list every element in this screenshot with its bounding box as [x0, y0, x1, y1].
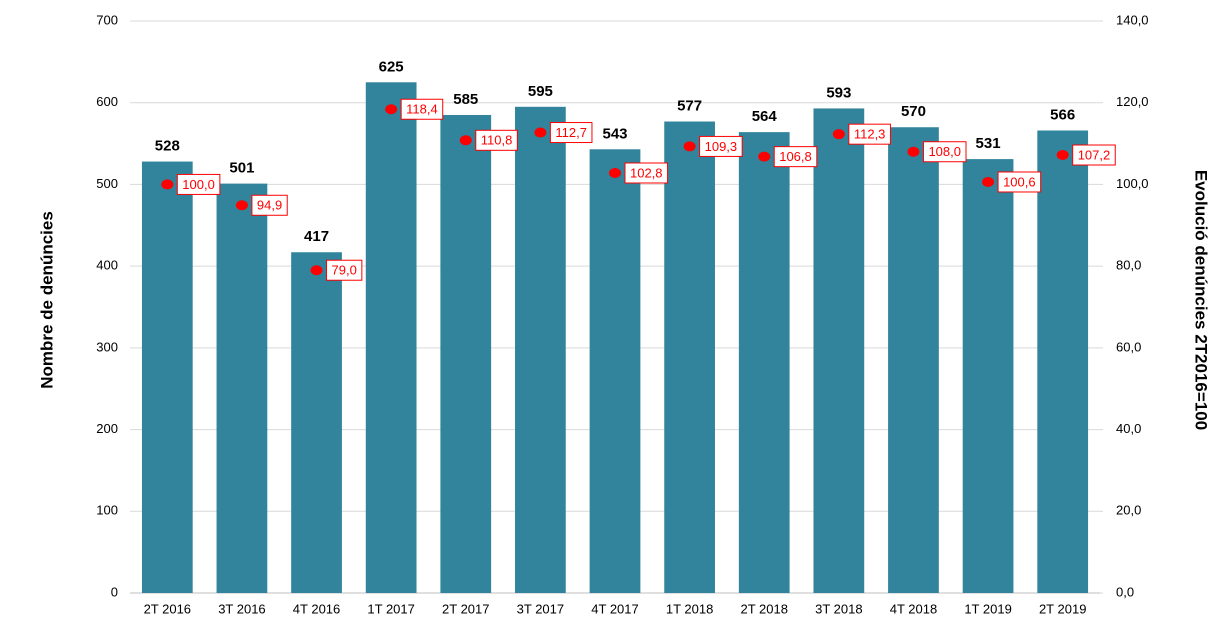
x-tick-label: 1T 2018: [666, 601, 713, 616]
point: [534, 127, 547, 138]
point-label-box: [475, 129, 518, 151]
bar-value-label: 528: [155, 138, 180, 155]
point-label-box: [773, 146, 818, 168]
bar-value-label: 570: [901, 103, 926, 120]
point-value-label: 110,8: [481, 133, 513, 148]
x-tick-label: 2T 2019: [1039, 601, 1086, 616]
y-tick-label: 500: [96, 176, 118, 191]
point-label-box: [699, 135, 743, 157]
bar-value-label: 501: [229, 160, 254, 177]
point-label-box: [176, 173, 221, 195]
bar: [515, 106, 566, 594]
point: [832, 129, 845, 140]
point-value-label: 109,3: [705, 139, 738, 154]
bar-value-label: 564: [752, 108, 778, 125]
x-tick-label: 3T 2016: [218, 601, 265, 616]
x-tick-label: 1T 2017: [367, 601, 414, 616]
point-value-label: 107,2: [1078, 147, 1111, 162]
point: [161, 179, 174, 190]
y-tick-label: 400: [96, 258, 118, 273]
y2-tick-label: 120,0: [1116, 94, 1149, 109]
x-tick-label: 3T 2018: [815, 601, 862, 616]
x-tick-label: 2T 2017: [442, 601, 489, 616]
y2-tick-label: 140,0: [1116, 12, 1149, 27]
point: [609, 167, 621, 178]
bar-value-label: 595: [528, 83, 553, 100]
bar: [216, 183, 268, 593]
point: [459, 135, 472, 146]
point-value-label: 100,6: [1003, 174, 1036, 189]
point-label-box: [326, 259, 363, 281]
bar: [813, 108, 865, 593]
point: [907, 146, 920, 157]
y2-tick-label: 60,0: [1116, 339, 1141, 354]
point: [310, 265, 323, 276]
y2-tick-label: 100,0: [1116, 176, 1149, 191]
point-label-box: [624, 162, 669, 184]
point-label-box: [922, 141, 967, 163]
point: [683, 141, 696, 152]
x-tick-label: 4T 2016: [293, 601, 340, 616]
x-tick-label: 4T 2018: [890, 601, 937, 616]
y-tick-label: 200: [96, 421, 118, 436]
y-axis-title: Nombre de denúncies: [37, 211, 56, 389]
bar: [1037, 130, 1089, 594]
bar-value-label: 531: [976, 135, 1001, 152]
y2-tick-label: 20,0: [1116, 503, 1141, 518]
point-value-label: 102,8: [630, 165, 663, 180]
bar-value-label: 585: [453, 91, 478, 108]
point-value-label: 94,9: [257, 198, 282, 213]
point-label-box: [848, 123, 891, 145]
x-tick-label: 4T 2017: [591, 601, 638, 616]
bar-value-label: 593: [826, 84, 851, 101]
bar-value-label: 566: [1050, 106, 1075, 123]
x-tick-label: 2T 2018: [740, 601, 787, 616]
point: [758, 151, 771, 162]
point-value-label: 112,3: [854, 127, 886, 142]
point-value-label: 106,8: [779, 149, 812, 164]
point: [385, 104, 398, 115]
bar: [888, 127, 939, 593]
bar-value-label: 625: [379, 58, 404, 75]
point: [1056, 150, 1069, 161]
x-tick-label: 1T 2019: [964, 601, 1011, 616]
bar: [738, 132, 790, 594]
bar: [962, 159, 1014, 593]
bar: [589, 149, 641, 593]
bar: [141, 161, 193, 593]
y-tick-label: 0: [111, 584, 118, 599]
bar-value-label: 543: [602, 125, 627, 142]
point-value-label: 100,0: [182, 177, 215, 192]
point-value-label: 108,0: [928, 144, 961, 159]
y2-axis-title: Evolució denúncies 2T2016=100: [1192, 170, 1211, 430]
point-value-label: 79,0: [332, 263, 357, 278]
point: [982, 176, 995, 187]
y2-tick-label: 40,0: [1116, 421, 1141, 436]
point-value-label: 112,7: [555, 125, 587, 140]
bar: [664, 121, 715, 593]
y2-tick-label: 80,0: [1116, 258, 1141, 273]
point-label-box: [251, 194, 288, 216]
bar: [291, 252, 342, 593]
point-label-box: [997, 171, 1042, 193]
point-label-box: [1072, 144, 1116, 166]
point-label-box: [549, 122, 593, 144]
bar-value-label: 577: [677, 97, 702, 114]
point-label-box: [400, 98, 444, 120]
y-tick-label: 700: [96, 12, 118, 27]
x-tick-label: 3T 2017: [517, 601, 564, 616]
y-tick-label: 100: [96, 503, 118, 518]
point-value-label: 118,4: [406, 102, 438, 117]
point: [235, 200, 248, 211]
bar: [440, 114, 492, 593]
y-tick-label: 300: [96, 339, 118, 354]
x-tick-label: 2T 2016: [144, 601, 191, 616]
y-tick-label: 600: [96, 94, 118, 109]
y2-tick-label: 0,0: [1116, 584, 1134, 599]
bar: [365, 82, 417, 594]
bar-value-label: 417: [304, 228, 329, 245]
